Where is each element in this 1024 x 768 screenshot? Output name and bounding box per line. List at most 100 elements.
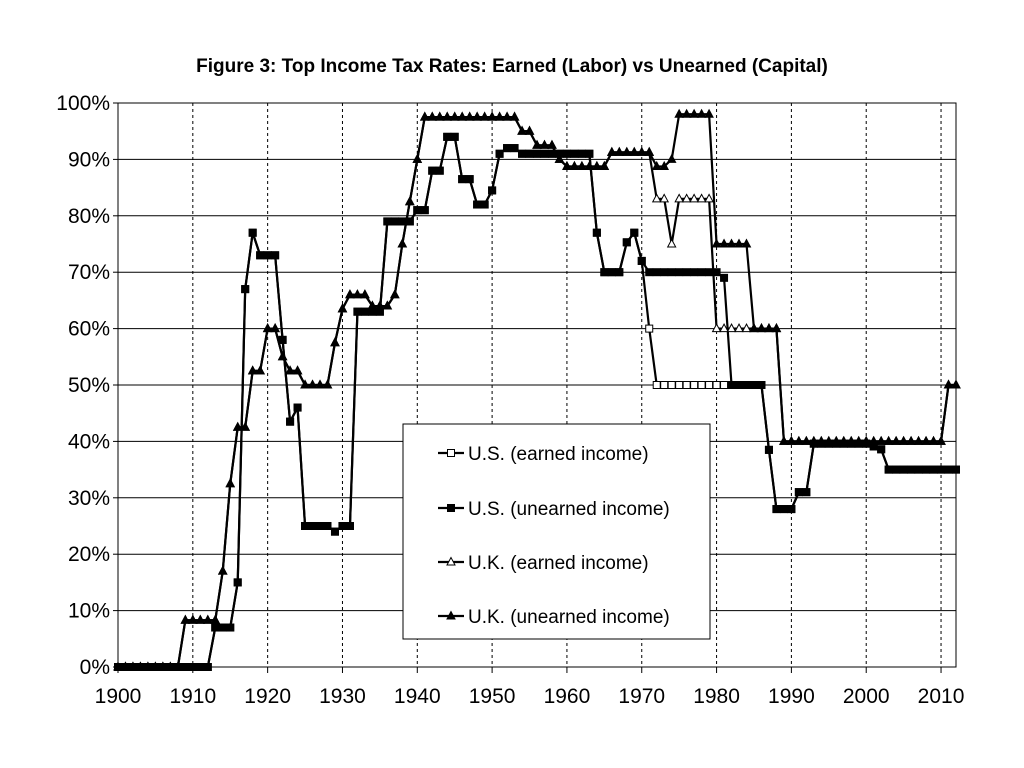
data-point — [771, 323, 782, 333]
data-point — [913, 435, 924, 445]
data-point — [241, 285, 250, 294]
data-point — [659, 193, 670, 203]
data-point — [645, 324, 654, 333]
data-point — [322, 379, 333, 389]
legend-item: U.K. (earned income) — [438, 553, 649, 574]
data-point — [823, 435, 834, 445]
data-point — [307, 379, 318, 389]
data-point — [838, 435, 849, 445]
data-point — [861, 435, 872, 445]
data-point — [308, 522, 317, 530]
data-point — [666, 153, 677, 163]
data-point — [225, 478, 236, 488]
data-point — [660, 268, 669, 277]
data-point — [517, 125, 527, 135]
x-tick-label: 1990 — [768, 685, 815, 708]
data-point — [510, 144, 519, 153]
data-point — [218, 623, 227, 632]
data-point — [570, 149, 579, 158]
data-point — [846, 435, 857, 445]
data-point — [330, 527, 339, 536]
y-tick-label: 70% — [68, 261, 110, 284]
data-point — [719, 238, 729, 248]
x-tick-label: 1910 — [169, 685, 216, 708]
data-point — [457, 111, 468, 121]
data-point — [711, 238, 722, 248]
data-point — [599, 160, 610, 170]
data-point — [301, 522, 310, 530]
data-point — [606, 146, 617, 156]
legend-marker — [447, 504, 455, 512]
data-point — [473, 200, 482, 209]
data-point — [458, 175, 467, 184]
y-tick-label: 80% — [68, 205, 110, 228]
data-point — [480, 200, 489, 209]
data-point — [532, 139, 542, 149]
data-point — [165, 661, 176, 671]
data-point — [883, 435, 894, 445]
data-point — [726, 323, 737, 333]
data-point — [749, 381, 758, 389]
y-tick-label: 30% — [68, 487, 110, 510]
data-point — [390, 217, 399, 226]
data-point — [764, 445, 773, 454]
x-tick-label: 2000 — [843, 685, 890, 708]
data-point — [435, 166, 444, 175]
data-point — [449, 111, 460, 121]
data-point — [353, 307, 362, 316]
data-point — [509, 111, 520, 121]
data-point — [518, 149, 527, 158]
data-point — [256, 251, 265, 260]
data-point — [562, 160, 572, 170]
series-u-k-unearned-income — [113, 108, 961, 671]
data-point — [128, 661, 138, 671]
data-point — [705, 381, 714, 389]
data-point — [667, 268, 676, 277]
data-point — [524, 125, 535, 135]
data-point — [293, 403, 302, 412]
x-tick-label: 1950 — [469, 685, 516, 708]
data-point — [375, 300, 385, 310]
data-point — [285, 365, 295, 375]
data-point — [622, 238, 631, 247]
data-point — [802, 488, 811, 497]
data-point — [831, 435, 842, 445]
data-point — [240, 421, 251, 431]
x-tick-label: 1930 — [319, 685, 366, 708]
data-point — [929, 465, 938, 474]
data-point — [877, 445, 886, 454]
data-point — [704, 193, 714, 203]
data-point — [562, 149, 571, 158]
data-point — [719, 323, 729, 333]
data-point — [660, 381, 669, 389]
data-point — [413, 206, 422, 215]
data-point — [705, 268, 714, 277]
data-point — [779, 505, 788, 514]
data-point — [300, 379, 310, 389]
data-point — [674, 193, 684, 203]
data-point — [323, 522, 332, 530]
data-point — [884, 465, 893, 474]
data-point — [666, 238, 677, 248]
data-point — [757, 381, 766, 389]
data-point — [135, 661, 146, 671]
data-point — [682, 381, 691, 389]
data-point — [547, 139, 557, 149]
data-point — [442, 111, 453, 121]
x-tick-label: 1940 — [394, 685, 441, 708]
data-point — [233, 578, 242, 587]
data-point — [937, 465, 946, 474]
data-point — [614, 146, 625, 156]
data-point — [345, 289, 355, 299]
data-point — [434, 111, 445, 121]
data-point — [621, 146, 632, 156]
data-point — [742, 381, 751, 389]
data-point — [255, 365, 265, 375]
data-point — [412, 153, 423, 163]
data-point — [696, 108, 707, 118]
data-point — [488, 186, 497, 195]
data-point — [338, 522, 347, 530]
x-tick-label: 1900 — [95, 685, 142, 708]
data-point — [382, 300, 393, 310]
data-point — [569, 160, 580, 170]
